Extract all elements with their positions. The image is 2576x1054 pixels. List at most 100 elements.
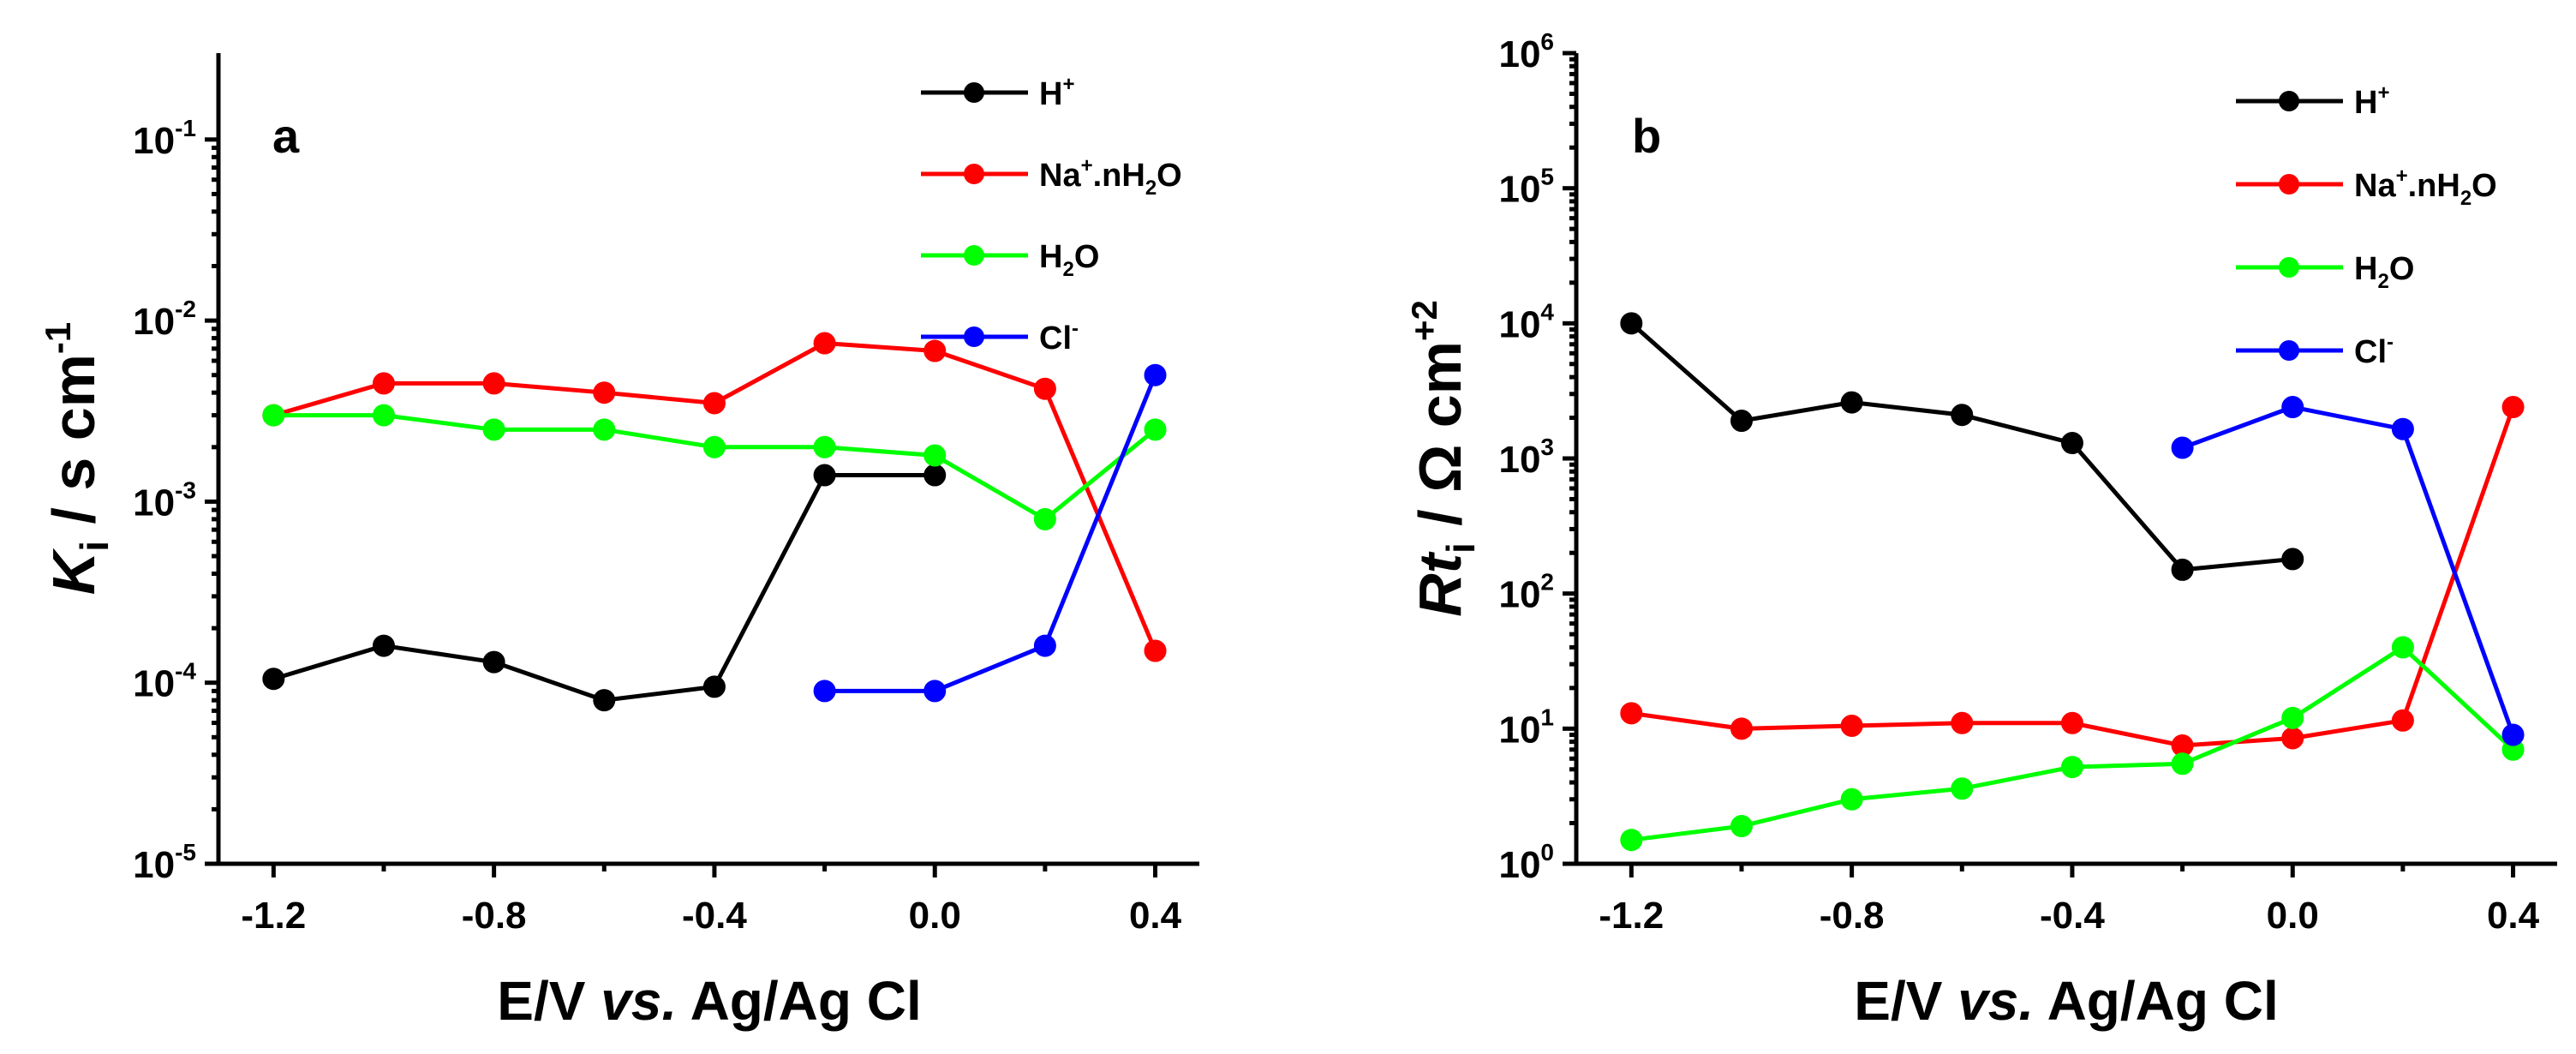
data-point: [372, 634, 395, 657]
data-point: [1951, 711, 1974, 734]
legend-marker: [964, 326, 984, 347]
y-tick-label: 10-4: [133, 658, 196, 705]
y-tick-label: 101: [1498, 704, 1554, 751]
legend-marker: [964, 82, 984, 103]
y-tick-label: 104: [1498, 298, 1554, 345]
data-point: [2281, 396, 2304, 419]
x-tick-label: 0.0: [909, 895, 961, 937]
data-point: [482, 650, 505, 674]
data-point: [372, 372, 395, 395]
legend-label: Cl-: [2354, 331, 2394, 370]
data-point: [593, 689, 616, 712]
data-point: [482, 418, 505, 441]
data-point: [813, 464, 836, 487]
x-tick-label: 0.0: [2267, 895, 2319, 937]
data-point: [1840, 788, 1863, 811]
data-point: [702, 435, 726, 458]
series-line-2: [1631, 644, 2515, 842]
x-tick-label: 0.4: [1129, 895, 1182, 937]
data-point: [2171, 436, 2194, 459]
x-tick-label: -0.4: [2040, 895, 2105, 937]
data-point: [1620, 829, 1643, 852]
legend-label: Na+.nH2O: [1039, 154, 1182, 200]
x-axis-label: E/V vs. Ag/Ag Cl: [1854, 970, 2279, 1032]
data-point: [702, 392, 726, 415]
data-point: [482, 372, 505, 395]
data-point: [1033, 634, 1056, 657]
data-point: [593, 381, 616, 404]
data-point: [1730, 410, 1753, 433]
series-line-3: [824, 374, 1157, 693]
panel-letter: a: [272, 109, 300, 163]
legend-marker: [2279, 174, 2299, 195]
data-point: [1730, 815, 1753, 838]
data-point: [1620, 702, 1643, 725]
legend-label: H2O: [1039, 239, 1099, 281]
data-point: [1951, 404, 1974, 427]
data-point: [813, 680, 836, 703]
y-tick-label: 106: [1498, 28, 1554, 75]
data-point: [923, 464, 947, 487]
data-point: [2171, 558, 2194, 581]
series-line-0: [272, 473, 935, 703]
series-line-2: [273, 413, 1157, 522]
data-point: [2281, 727, 2304, 750]
data-point: [1033, 507, 1056, 530]
data-point: [923, 339, 947, 362]
x-tick-label: -1.2: [1599, 895, 1664, 937]
y-axis-label: Ki / s cm-1: [38, 322, 117, 596]
data-point: [1620, 312, 1643, 335]
legend-marker: [2279, 257, 2299, 278]
data-point: [813, 435, 836, 458]
y-tick-label: 103: [1498, 434, 1554, 481]
series-line-1: [1630, 406, 2515, 748]
series-line-1: [272, 340, 1157, 652]
legend-label: Cl-: [1039, 317, 1079, 356]
legend-marker: [2279, 340, 2299, 361]
x-tick-label: -0.4: [682, 895, 747, 937]
data-point: [593, 418, 616, 441]
data-point: [2391, 709, 2414, 732]
y-tick-label: 10-2: [133, 296, 196, 343]
legend-marker: [964, 164, 984, 184]
y-tick-label: 10-5: [133, 839, 196, 886]
legend-label: Na+.nH2O: [2354, 165, 2497, 210]
y-tick-label: 102: [1498, 569, 1554, 616]
data-point: [2501, 396, 2525, 419]
data-point: [2391, 417, 2414, 440]
data-point: [1144, 639, 1167, 662]
data-point: [1144, 363, 1167, 386]
data-point: [702, 675, 726, 698]
x-axis-label: E/V vs. Ag/Ag Cl: [497, 970, 922, 1032]
y-tick-label: 10-3: [133, 476, 196, 524]
x-tick-label: -0.8: [1820, 895, 1885, 937]
series-line-3: [2181, 404, 2515, 736]
legend-marker: [2279, 91, 2299, 111]
data-point: [2060, 711, 2083, 734]
y-tick-label: 10-1: [133, 115, 196, 162]
panel-letter: b: [1632, 109, 1661, 163]
data-point: [1730, 717, 1753, 740]
x-tick-label: -0.8: [462, 895, 527, 937]
chart-panel-a: -1.2 -0.8 -0.4 0.0 0.4 10-5 10-4 10-3 10-2 10-1 H+…: [38, 53, 1199, 1032]
legend-label: H2O: [2354, 251, 2414, 293]
data-point: [2391, 636, 2414, 659]
y-axis-label: Rti / Ω cm+2: [1404, 300, 1483, 617]
chart-panel-b: -1.2 -0.8 -0.4 0.0 0.4 100 101 102 103 104 105 106 H…: [1404, 28, 2557, 1032]
legend-label: H+: [2354, 81, 2389, 121]
data-point: [1840, 714, 1863, 737]
data-point: [2060, 756, 2083, 779]
legend-label: H+: [1039, 73, 1074, 112]
data-point: [2281, 706, 2304, 729]
data-point: [2501, 723, 2525, 746]
data-point: [923, 444, 947, 467]
x-tick-label: -1.2: [241, 895, 306, 937]
data-point: [262, 668, 285, 691]
data-point: [372, 404, 395, 427]
data-point: [262, 404, 285, 427]
data-point: [1840, 391, 1863, 414]
data-point: [1033, 377, 1056, 400]
data-point: [2281, 548, 2304, 571]
data-point: [1951, 777, 1974, 800]
